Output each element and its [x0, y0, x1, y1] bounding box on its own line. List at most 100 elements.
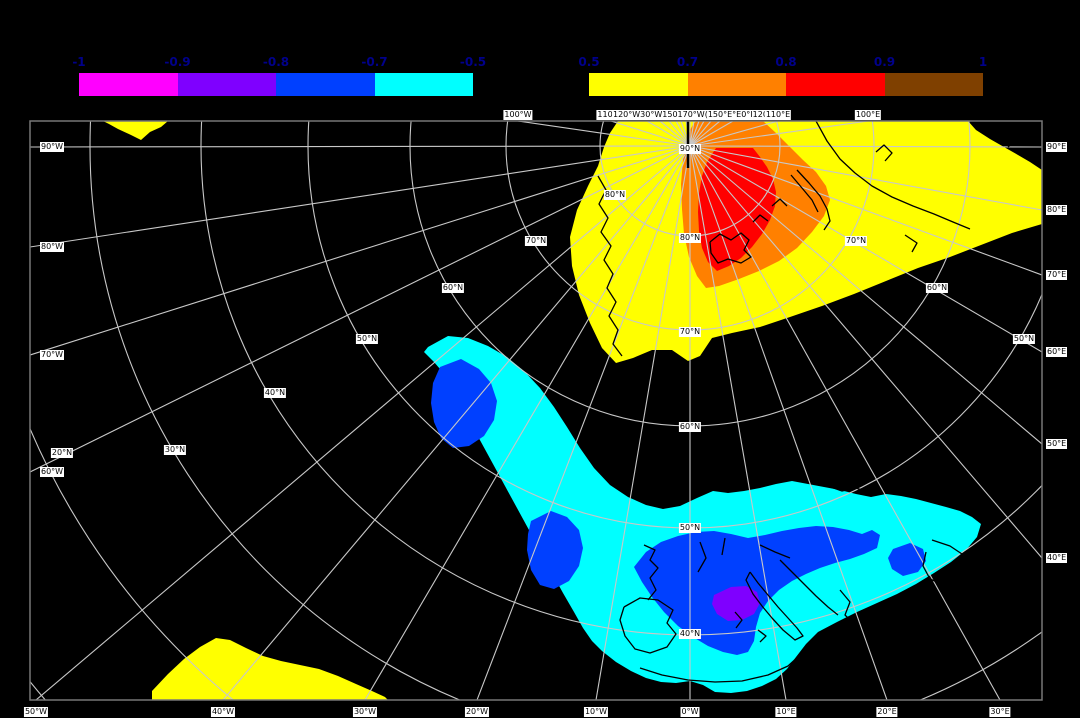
lat-label: 50°N [678, 523, 702, 533]
coastline-sardinia-coast [734, 611, 743, 629]
lon-label-right: 70°E [1046, 270, 1068, 280]
region-atlantic-blue-nw [431, 359, 497, 448]
meridian-120W [645, 121, 691, 147]
meridian-10E [689, 145, 787, 700]
lat-label: 20°N [50, 448, 74, 458]
colorbar-negative-segment [177, 73, 276, 96]
coastline-svalbard-coast [709, 232, 752, 264]
coastline-france-west-coast [643, 544, 659, 601]
lat-label: 80°N [603, 190, 627, 200]
region-topleft-yellow-blob [103, 121, 168, 140]
meridian-90E [689, 145, 1042, 148]
lon-label-right: 60°E [1046, 347, 1068, 357]
colorbar-positive-tick: 0.7 [676, 55, 699, 69]
region-atlantic-blue-mid [527, 511, 583, 589]
meridian-30E [689, 145, 1001, 700]
colorbar-positive-tick: 1 [978, 55, 988, 69]
lon-label-left: 60°W [40, 467, 65, 477]
meridian-30W [364, 145, 691, 700]
region-europe-purple [712, 586, 760, 621]
colorbar-positive-tick: 0.9 [873, 55, 896, 69]
region-arctic-yellow [570, 121, 1042, 363]
lon-label-right: 40°E [1046, 553, 1068, 563]
lon-label-bottom: 50°W [23, 707, 49, 717]
meridian-70W [30, 145, 691, 356]
colorbar-positive-segment [884, 73, 983, 96]
meridian-80E [689, 145, 1042, 211]
coastline-channel-coast [827, 485, 869, 493]
coastline-white-sea-coast [904, 234, 918, 253]
meridian-60E [689, 145, 1042, 353]
lon-label-right: 90°E [1046, 142, 1068, 152]
meridian-70E [689, 145, 1042, 276]
lat-label: 60°N [925, 283, 949, 293]
lon-label-bottom: 40°W [210, 707, 236, 717]
meridian-110W [609, 121, 691, 147]
coastline-balkans-coast [839, 589, 856, 626]
meridian-50E [689, 145, 1042, 445]
lat-label: 50°N [355, 334, 379, 344]
coastline-sicily-coast [757, 629, 767, 643]
parallel-30N [89, 121, 1042, 700]
coastline-novaya-zemlya-coast-2 [790, 174, 819, 213]
meridian-130W [659, 121, 691, 147]
meridian-20W [476, 145, 691, 700]
lon-label-left: 90°W [40, 142, 65, 152]
lat-label: 40°N [263, 388, 287, 398]
coastline-border-central-europe [759, 544, 791, 559]
colorbar-negative-tick: -0.7 [361, 55, 388, 69]
colorbar-negative-bar [79, 73, 473, 96]
colorbar-negative-segment [79, 73, 178, 96]
lat-label: 50°N [1012, 334, 1036, 344]
meridian-40E [689, 145, 1042, 559]
coastline-adriatic-coast [779, 559, 839, 616]
colorbar-positive-segment [687, 73, 786, 96]
region-atlantic-europe-cyan [424, 336, 981, 693]
coastline-border-rhine [721, 537, 726, 556]
lat-label: 60°N [678, 422, 702, 432]
colorbar-negative-tick: -0.8 [262, 55, 290, 69]
meridian-20E [689, 145, 888, 700]
lat-label: 60°N [441, 283, 465, 293]
region-sw-yellow-wedge [152, 638, 388, 700]
lon-label-bottom: 30°W [352, 707, 378, 717]
colorbar-negative-segment [276, 73, 375, 96]
lat-label: 70°N [844, 236, 868, 246]
colorbar-negative-tick: -0.9 [164, 55, 191, 69]
colorbar-negative-segment [374, 73, 473, 96]
colorbar-positive-tick: 0.5 [578, 55, 600, 69]
coastline-siberia-coast [815, 121, 971, 230]
meridian-40W [222, 145, 691, 700]
meridian-60W [30, 145, 691, 473]
map-border [29, 120, 1043, 701]
lon-label-top: 100°E [854, 110, 882, 120]
lon-label-right: 50°E [1046, 439, 1068, 449]
lat-label: 70°N [678, 327, 702, 337]
meridian-50W [35, 145, 691, 700]
lat-label: 80°N [678, 233, 702, 243]
lon-label-top: 110°E [764, 110, 792, 120]
meridian-10W [595, 145, 691, 700]
lon-label-left: 80°W [40, 242, 65, 252]
colorbar-negative-tick: -0.5 [459, 55, 487, 69]
meridian-80W [30, 145, 691, 248]
coastline-greenland-east-coast [597, 175, 623, 357]
coastline-ne-corner-islands [995, 128, 1019, 148]
meridian-100E [689, 121, 872, 147]
lat-label: 70°N [524, 236, 548, 246]
lon-label-top: 110°W [596, 110, 626, 120]
lon-label-bottom: 10°E [775, 707, 797, 717]
coastline-severnaya-zemlya [875, 144, 893, 162]
colorbar-positive-segment [589, 73, 688, 96]
colorbar-positive-tick: 0.8 [775, 55, 797, 69]
meridian-100W [514, 121, 691, 147]
coastline-iberia-coast [619, 597, 677, 654]
lat-label: 90°N [678, 144, 702, 154]
coastline-black-sea-coast [922, 539, 971, 586]
coastline-novaya-zemlya-coast [796, 169, 831, 231]
colorbar-negative-tick: -1 [72, 55, 86, 69]
